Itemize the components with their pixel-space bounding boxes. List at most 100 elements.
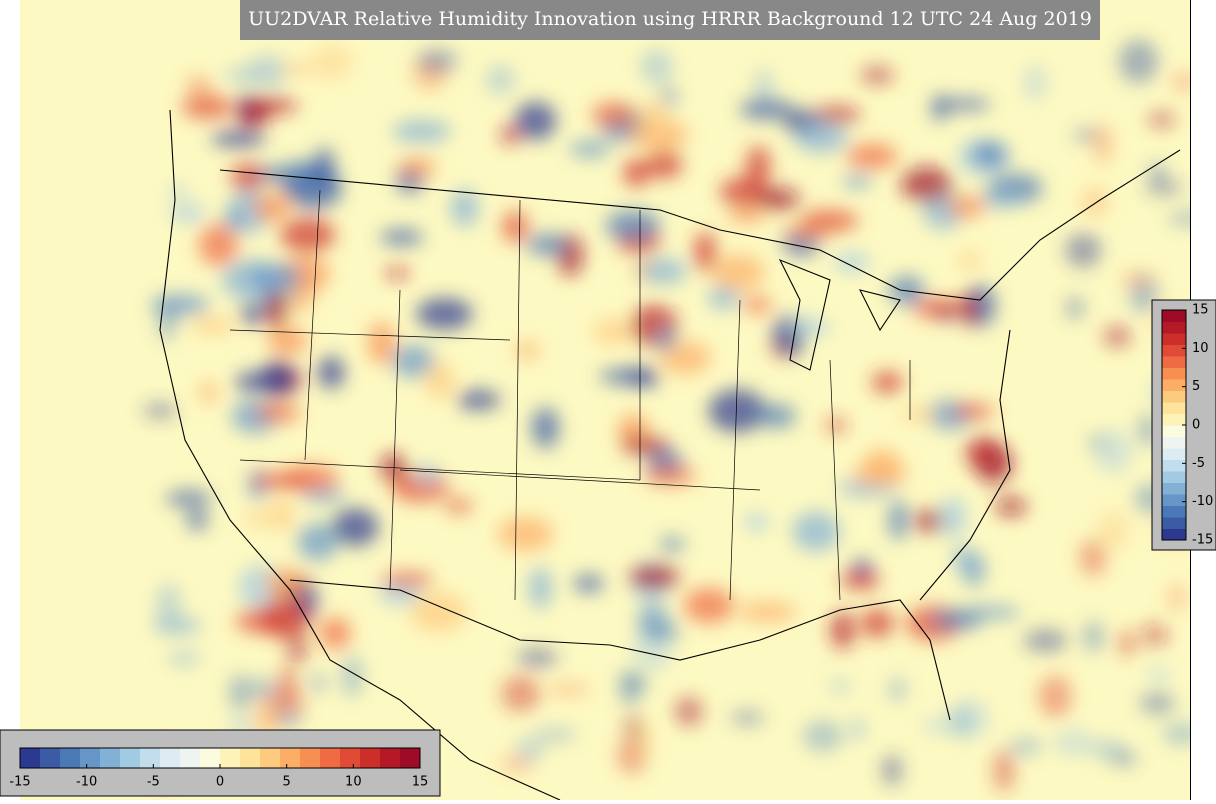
field-blob	[605, 209, 661, 242]
field-blob	[280, 63, 315, 76]
colorbar-segment	[1162, 505, 1186, 518]
field-blob	[683, 587, 734, 624]
field-blob	[380, 229, 424, 246]
colorbar-tick-label: -15	[1192, 533, 1213, 548]
field-blob	[675, 696, 703, 727]
colorbar-segment	[1162, 517, 1186, 529]
field-blob	[414, 463, 440, 485]
colorbar-segment	[200, 748, 221, 768]
colorbar-segment	[380, 748, 401, 768]
field-blob	[959, 251, 980, 271]
colorbar-segment	[1162, 494, 1186, 506]
field-blob	[829, 679, 851, 693]
colorbar-segment	[20, 748, 41, 768]
field-blob	[526, 233, 568, 257]
field-blob	[629, 564, 680, 590]
field-blob	[826, 418, 846, 433]
field-blob	[659, 537, 685, 552]
field-blob	[1094, 429, 1132, 474]
field-blob	[840, 570, 880, 590]
field-blob	[225, 208, 242, 232]
field-blob	[961, 291, 979, 327]
field-blob	[639, 258, 688, 285]
colorbar-segment	[1162, 425, 1186, 437]
colorbar-tick-label: -10	[1192, 494, 1213, 509]
field-blob	[257, 402, 301, 423]
field-blob	[531, 407, 560, 449]
field-blob	[1118, 39, 1159, 84]
field-blob	[1038, 675, 1072, 718]
field-blob	[1098, 511, 1129, 550]
field-blob	[971, 142, 1008, 168]
great-lakes	[778, 258, 901, 371]
field-blob	[1066, 296, 1084, 320]
field-blob	[199, 381, 218, 404]
field-blob	[744, 513, 769, 532]
field-blob	[244, 511, 273, 526]
field-blob	[708, 389, 766, 433]
colorbar-tick-label: -10	[76, 775, 97, 790]
field-blob	[871, 371, 903, 394]
field-blob	[888, 500, 909, 541]
field-blob	[953, 545, 974, 573]
field-blob	[1094, 124, 1113, 165]
field-blob	[266, 290, 285, 331]
field-blob	[486, 64, 515, 95]
field-blob	[237, 99, 270, 129]
border	[219, 149, 1181, 301]
colorbar-segment	[400, 748, 421, 768]
field-blob	[640, 49, 673, 85]
colorbar-tick-label: -15	[9, 775, 30, 790]
field-blob	[888, 677, 906, 702]
colorbar-segment	[40, 748, 61, 768]
field-blob	[261, 595, 310, 639]
field-blob	[546, 683, 591, 696]
colorbar-segment	[1162, 436, 1186, 449]
field-blob	[313, 147, 336, 189]
field-blob	[1162, 722, 1191, 745]
field-blob	[278, 665, 298, 706]
field-blob	[251, 472, 311, 490]
field-blob	[742, 296, 772, 314]
field-blob	[392, 120, 452, 143]
field-blob	[170, 185, 188, 198]
field-blob	[155, 583, 182, 626]
colorbar-segment	[180, 748, 201, 768]
field-blob	[935, 98, 992, 111]
colorbar-segment	[120, 748, 141, 768]
field-blob	[711, 254, 765, 291]
colorbar-segment	[1162, 482, 1186, 495]
field-blob	[502, 210, 529, 243]
field-blob	[185, 76, 212, 95]
field-blob	[1147, 111, 1176, 128]
field-blob	[625, 713, 642, 744]
field-blob	[737, 601, 797, 622]
colorbar-tick-label: 0	[216, 775, 224, 790]
field-blob	[410, 592, 467, 632]
field-blob	[276, 708, 301, 731]
field-blob	[952, 403, 995, 419]
colorbar-segment	[340, 748, 361, 768]
field-blob	[1144, 181, 1183, 195]
field-blob	[397, 158, 437, 177]
field-blob	[367, 322, 396, 365]
field-blob	[1139, 692, 1175, 715]
colorbar-segment	[1162, 413, 1186, 426]
field-blob	[995, 497, 1027, 516]
colorbar-segment	[100, 748, 121, 768]
field-blob	[859, 66, 895, 85]
field-blob	[746, 145, 771, 188]
colorbar-tick-label: -5	[147, 775, 160, 790]
colorbar-segment	[1162, 356, 1186, 368]
field-blob	[846, 143, 898, 169]
colorbar-segment	[240, 748, 261, 768]
coastline	[919, 329, 1011, 601]
colorbar-segment	[300, 748, 321, 768]
humidity-field	[143, 39, 1191, 793]
field-blob	[260, 359, 296, 398]
colorbar-segment	[1162, 344, 1186, 357]
colorbar-segment	[1162, 459, 1186, 472]
field-blob	[573, 574, 604, 593]
field-blob	[881, 754, 903, 786]
colorbar-segment	[1162, 471, 1186, 483]
